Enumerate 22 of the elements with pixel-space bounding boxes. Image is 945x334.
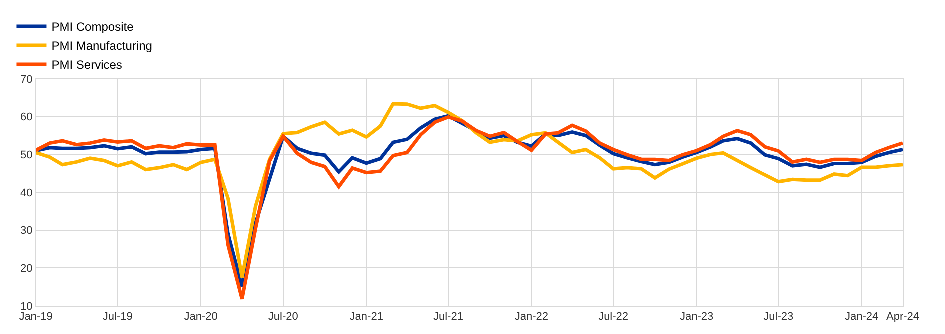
x-tick-label: Jul-22 — [598, 311, 629, 324]
x-tick-label: Jan-20 — [184, 311, 218, 324]
y-tick-label: 20 — [20, 263, 33, 276]
x-tick-label: Jul-19 — [102, 311, 133, 324]
x-tick-label: Jan-21 — [350, 311, 384, 324]
x-tick-label: Jan-23 — [680, 311, 714, 324]
y-tick-label: 60 — [20, 112, 33, 124]
x-tick-label: Apr-24 — [886, 311, 920, 324]
legend-label: PMI Manufacturing — [52, 39, 152, 54]
y-tick-label: 50 — [20, 150, 33, 162]
x-tick-label: Jul-20 — [268, 311, 298, 324]
x-tick-label: Jul-23 — [764, 311, 794, 324]
x-tick-label: Jan-22 — [514, 311, 549, 324]
x-tick-label: Jul-21 — [433, 311, 464, 324]
legend-label: PMI Services — [52, 58, 122, 72]
y-tick-label: 10 — [20, 300, 33, 313]
y-tick-label: 40 — [20, 187, 33, 200]
x-tick-label: Jan-24 — [845, 311, 879, 324]
y-tick-label: 70 — [20, 74, 33, 86]
y-tick-label: 30 — [20, 225, 33, 238]
x-tick-label: Jan-19 — [19, 311, 53, 324]
legend-label: PMI Composite — [52, 20, 134, 34]
